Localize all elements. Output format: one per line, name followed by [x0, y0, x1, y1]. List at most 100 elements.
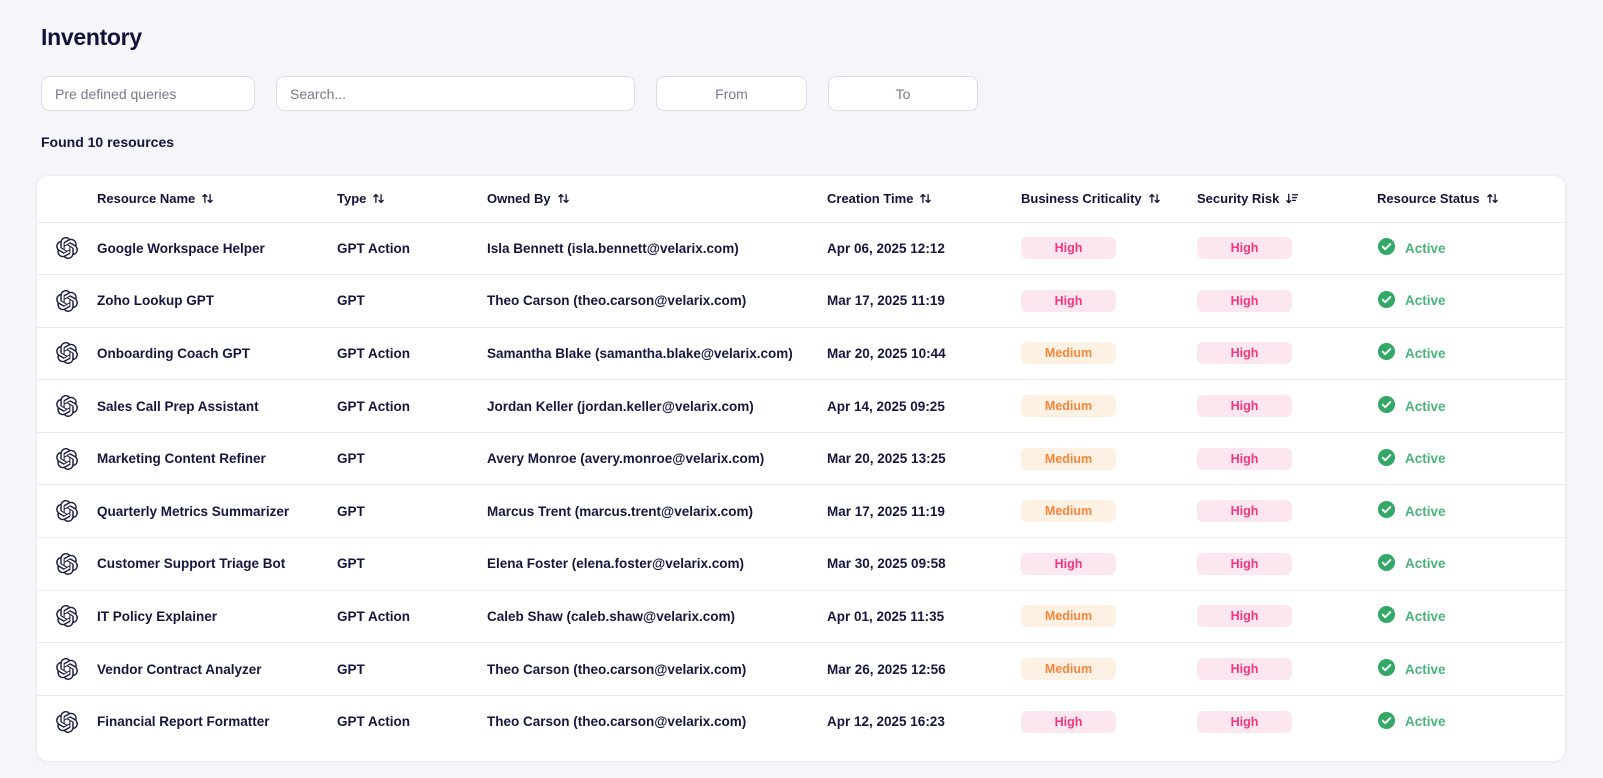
criticality-badge: High [1021, 710, 1116, 733]
security-risk-cell: High [1197, 432, 1377, 485]
column-header-business-criticality[interactable]: Business Criticality [1021, 176, 1197, 223]
openai-logo-icon [56, 395, 78, 418]
creation-time-cell: Apr 12, 2025 16:23 [827, 714, 945, 730]
creation-time-cell: Mar 17, 2025 11:19 [827, 293, 945, 309]
table-header-row: Resource Name Type Owned By Creation Time Bu… [37, 176, 1565, 223]
column-label: Type [337, 191, 367, 207]
check-circle-icon [1377, 605, 1396, 627]
security-risk-cell: High [1197, 538, 1377, 591]
type-cell: GPT Action [337, 345, 410, 361]
risk-badge: High [1197, 500, 1292, 523]
table-row[interactable]: Onboarding Coach GPT GPT Action Samantha B… [37, 327, 1565, 380]
check-circle-icon [1377, 237, 1396, 259]
resource-status-cell: Active [1377, 380, 1565, 433]
table-row[interactable]: Zoho Lookup GPT GPT Theo Carson (theo.cars… [37, 275, 1565, 328]
creation-time-cell: Mar 26, 2025 12:56 [827, 661, 946, 677]
sort-both-icon[interactable] [195, 191, 214, 206]
column-header-owned-by[interactable]: Owned By [487, 176, 827, 223]
status-label: Active [1405, 345, 1446, 361]
owned-by-cell: Avery Monroe (avery.monroe@velarix.com) [487, 451, 765, 467]
security-risk-cell: High [1197, 590, 1377, 643]
status-label: Active [1405, 398, 1446, 414]
sort-both-icon[interactable] [551, 191, 570, 206]
openai-logo-icon [56, 658, 78, 681]
owned-by-cell: Theo Carson (theo.carson@velarix.com) [487, 293, 747, 309]
table-row[interactable]: Sales Call Prep Assistant GPT Action Jorda… [37, 380, 1565, 433]
column-header-resource-name[interactable]: Resource Name [97, 176, 337, 223]
owned-by-cell: Marcus Trent (marcus.trent@velarix.com) [487, 503, 754, 519]
resource-name-cell: Financial Report Formatter [97, 714, 270, 730]
openai-logo-icon [56, 710, 78, 733]
resource-name-cell: Marketing Content Refiner [97, 451, 266, 467]
date-from-input[interactable] [656, 76, 807, 111]
type-cell: GPT Action [337, 398, 410, 414]
security-risk-cell: High [1197, 275, 1377, 328]
resource-status-cell: Active [1377, 538, 1565, 591]
openai-logo-icon [56, 500, 78, 523]
resource-status-cell: Active [1377, 485, 1565, 538]
check-circle-icon [1377, 342, 1396, 364]
check-circle-icon [1377, 395, 1396, 417]
table-row[interactable]: Marketing Content Refiner GPT Avery Monroe… [37, 432, 1565, 485]
column-label: Creation Time [827, 191, 914, 207]
openai-logo-icon [56, 237, 78, 260]
owned-by-cell: Theo Carson (theo.carson@velarix.com) [487, 714, 747, 730]
column-label: Resource Name [97, 191, 196, 207]
sort-descending-icon[interactable] [1279, 191, 1299, 206]
column-header-type[interactable]: Type [337, 176, 487, 223]
security-risk-cell: High [1197, 485, 1377, 538]
resource-name-cell: IT Policy Explainer [97, 608, 218, 624]
owned-by-cell: Samantha Blake (samantha.blake@velarix.c… [487, 345, 793, 361]
creation-time-cell: Mar 20, 2025 13:25 [827, 451, 946, 467]
column-header-icon [37, 176, 97, 223]
resource-name-cell: Vendor Contract Analyzer [97, 661, 262, 677]
resource-status-cell: Active [1377, 643, 1565, 696]
table-row[interactable]: Customer Support Triage Bot GPT Elena Fost… [37, 538, 1565, 591]
table-row[interactable]: Google Workspace Helper GPT Action Isla Be… [37, 222, 1565, 275]
sort-both-icon[interactable] [366, 191, 385, 206]
column-header-security-risk[interactable]: Security Risk [1197, 176, 1377, 223]
table-row[interactable]: Financial Report Formatter GPT Action Theo… [37, 695, 1565, 748]
status-label: Active [1405, 661, 1446, 677]
resource-status-cell: Active [1377, 275, 1565, 328]
sort-both-icon[interactable] [1480, 191, 1499, 206]
search-input[interactable] [276, 76, 635, 111]
check-circle-icon [1377, 500, 1396, 522]
criticality-badge: High [1021, 552, 1116, 575]
resource-icon-cell [37, 695, 97, 748]
risk-badge: High [1197, 552, 1292, 575]
criticality-badge: Medium [1021, 447, 1116, 470]
creation-time-cell: Apr 01, 2025 11:35 [827, 608, 945, 624]
type-cell: GPT [337, 661, 365, 677]
sort-both-icon[interactable] [1142, 191, 1161, 206]
status-label: Active [1405, 240, 1446, 256]
resource-name-cell: Customer Support Triage Bot [97, 556, 286, 572]
type-cell: GPT [337, 503, 365, 519]
predefined-queries-input[interactable] [41, 76, 255, 111]
table-row[interactable]: IT Policy Explainer GPT Action Caleb Shaw … [37, 590, 1565, 643]
column-header-resource-status[interactable]: Resource Status [1377, 176, 1565, 223]
openai-logo-icon [56, 342, 78, 365]
owned-by-cell: Jordan Keller (jordan.keller@velarix.com… [487, 398, 754, 414]
table-row[interactable]: Vendor Contract Analyzer GPT Theo Carson (… [37, 643, 1565, 696]
business-criticality-cell: Medium [1021, 327, 1197, 380]
risk-badge: High [1197, 710, 1292, 733]
openai-logo-icon [56, 289, 78, 312]
results-count: Found 10 resources [41, 134, 175, 150]
column-header-creation-time[interactable]: Creation Time [827, 176, 1021, 223]
table-row[interactable]: Quarterly Metrics Summarizer GPT Marcus Tr… [37, 485, 1565, 538]
owned-by-cell: Caleb Shaw (caleb.shaw@velarix.com) [487, 608, 736, 624]
date-to-input[interactable] [828, 76, 978, 111]
resource-name-cell: Quarterly Metrics Summarizer [97, 503, 290, 519]
criticality-badge: Medium [1021, 658, 1116, 681]
business-criticality-cell: High [1021, 538, 1197, 591]
check-circle-icon [1377, 711, 1396, 733]
resource-icon-cell [37, 222, 97, 275]
risk-badge: High [1197, 289, 1292, 312]
openai-logo-icon [56, 447, 78, 470]
resource-name-cell: Sales Call Prep Assistant [97, 398, 259, 414]
business-criticality-cell: High [1021, 222, 1197, 275]
creation-time-cell: Apr 06, 2025 12:12 [827, 240, 945, 256]
status-label: Active [1405, 293, 1446, 309]
sort-both-icon[interactable] [913, 191, 932, 206]
